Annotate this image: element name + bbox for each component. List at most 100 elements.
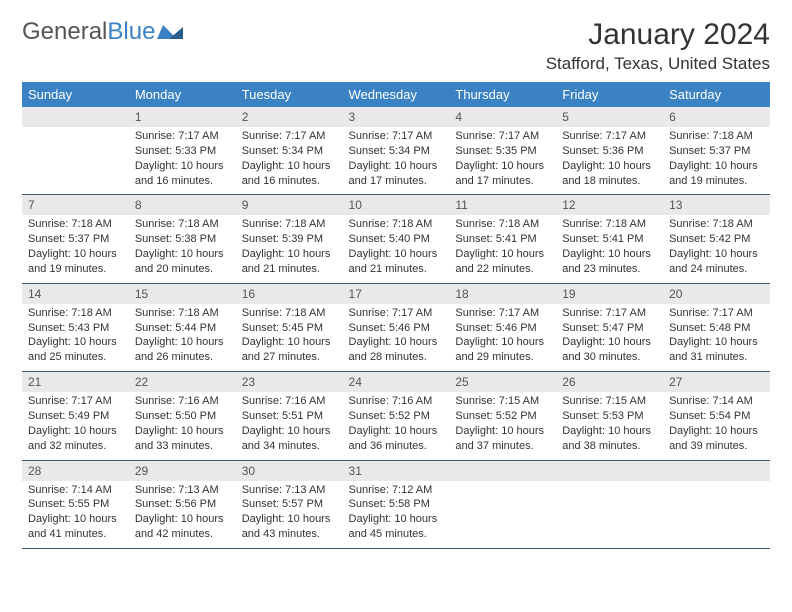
sunrise-line: Sunrise: 7:18 AM [28, 217, 123, 232]
day-number [556, 461, 663, 481]
day-details: Sunrise: 7:18 AMSunset: 5:44 PMDaylight:… [129, 304, 236, 371]
day-number: 20 [663, 284, 770, 304]
daylight-line: Daylight: 10 hours and 22 minutes. [455, 247, 550, 277]
day-number: 28 [22, 461, 129, 481]
sunset-line: Sunset: 5:53 PM [562, 409, 657, 424]
sunrise-line: Sunrise: 7:17 AM [28, 394, 123, 409]
sunrise-line: Sunrise: 7:16 AM [349, 394, 444, 409]
calendar-day-cell: 16Sunrise: 7:18 AMSunset: 5:45 PMDayligh… [236, 283, 343, 371]
title-block: January 2024 Stafford, Texas, United Sta… [546, 18, 770, 74]
day-details: Sunrise: 7:18 AMSunset: 5:37 PMDaylight:… [663, 127, 770, 194]
daylight-line: Daylight: 10 hours and 19 minutes. [669, 159, 764, 189]
day-number: 4 [449, 107, 556, 127]
daylight-line: Daylight: 10 hours and 45 minutes. [349, 512, 444, 542]
sunrise-line: Sunrise: 7:17 AM [455, 306, 550, 321]
location-subtitle: Stafford, Texas, United States [546, 54, 770, 74]
sunrise-line: Sunrise: 7:16 AM [135, 394, 230, 409]
calendar-day-cell: 19Sunrise: 7:17 AMSunset: 5:47 PMDayligh… [556, 283, 663, 371]
daylight-line: Daylight: 10 hours and 43 minutes. [242, 512, 337, 542]
day-details: Sunrise: 7:13 AMSunset: 5:56 PMDaylight:… [129, 481, 236, 548]
sunset-line: Sunset: 5:41 PM [562, 232, 657, 247]
day-details: Sunrise: 7:17 AMSunset: 5:49 PMDaylight:… [22, 392, 129, 459]
sunrise-line: Sunrise: 7:13 AM [135, 483, 230, 498]
calendar-day-cell: 22Sunrise: 7:16 AMSunset: 5:50 PMDayligh… [129, 372, 236, 460]
day-number: 1 [129, 107, 236, 127]
calendar-day-cell: 1Sunrise: 7:17 AMSunset: 5:33 PMDaylight… [129, 107, 236, 195]
sunset-line: Sunset: 5:35 PM [455, 144, 550, 159]
day-number: 25 [449, 372, 556, 392]
calendar-week-row: 1Sunrise: 7:17 AMSunset: 5:33 PMDaylight… [22, 107, 770, 195]
day-number [22, 107, 129, 127]
day-details: Sunrise: 7:14 AMSunset: 5:55 PMDaylight:… [22, 481, 129, 548]
day-number: 10 [343, 195, 450, 215]
brand-mark-icon [157, 18, 183, 46]
calendar-day-cell: 26Sunrise: 7:15 AMSunset: 5:53 PMDayligh… [556, 372, 663, 460]
calendar-week-row: 14Sunrise: 7:18 AMSunset: 5:43 PMDayligh… [22, 283, 770, 371]
sunrise-line: Sunrise: 7:16 AM [242, 394, 337, 409]
day-number: 21 [22, 372, 129, 392]
sunrise-line: Sunrise: 7:12 AM [349, 483, 444, 498]
daylight-line: Daylight: 10 hours and 16 minutes. [135, 159, 230, 189]
day-details: Sunrise: 7:18 AMSunset: 5:45 PMDaylight:… [236, 304, 343, 371]
day-details: Sunrise: 7:18 AMSunset: 5:40 PMDaylight:… [343, 215, 450, 282]
sunrise-line: Sunrise: 7:18 AM [455, 217, 550, 232]
day-details: Sunrise: 7:15 AMSunset: 5:52 PMDaylight:… [449, 392, 556, 459]
daylight-line: Daylight: 10 hours and 41 minutes. [28, 512, 123, 542]
calendar-day-cell: 7Sunrise: 7:18 AMSunset: 5:37 PMDaylight… [22, 195, 129, 283]
day-number: 22 [129, 372, 236, 392]
calendar-day-cell: 14Sunrise: 7:18 AMSunset: 5:43 PMDayligh… [22, 283, 129, 371]
sunset-line: Sunset: 5:33 PM [135, 144, 230, 159]
sunrise-line: Sunrise: 7:18 AM [28, 306, 123, 321]
day-number: 17 [343, 284, 450, 304]
weekday-header: Wednesday [343, 82, 450, 107]
day-number: 27 [663, 372, 770, 392]
day-number: 18 [449, 284, 556, 304]
day-number: 23 [236, 372, 343, 392]
sunset-line: Sunset: 5:41 PM [455, 232, 550, 247]
day-number: 15 [129, 284, 236, 304]
calendar-empty-cell [556, 460, 663, 548]
calendar-day-cell: 17Sunrise: 7:17 AMSunset: 5:46 PMDayligh… [343, 283, 450, 371]
day-details: Sunrise: 7:18 AMSunset: 5:41 PMDaylight:… [449, 215, 556, 282]
sunset-line: Sunset: 5:42 PM [669, 232, 764, 247]
day-number: 2 [236, 107, 343, 127]
day-details: Sunrise: 7:18 AMSunset: 5:41 PMDaylight:… [556, 215, 663, 282]
day-details [22, 127, 129, 189]
day-details [663, 481, 770, 543]
day-details: Sunrise: 7:17 AMSunset: 5:35 PMDaylight:… [449, 127, 556, 194]
calendar-table: SundayMondayTuesdayWednesdayThursdayFrid… [22, 82, 770, 549]
daylight-line: Daylight: 10 hours and 23 minutes. [562, 247, 657, 277]
day-number: 7 [22, 195, 129, 215]
page-header: GeneralBlue January 2024 Stafford, Texas… [22, 18, 770, 74]
day-details: Sunrise: 7:17 AMSunset: 5:46 PMDaylight:… [449, 304, 556, 371]
sunset-line: Sunset: 5:56 PM [135, 497, 230, 512]
sunset-line: Sunset: 5:55 PM [28, 497, 123, 512]
day-details: Sunrise: 7:17 AMSunset: 5:36 PMDaylight:… [556, 127, 663, 194]
day-details: Sunrise: 7:16 AMSunset: 5:52 PMDaylight:… [343, 392, 450, 459]
day-number: 9 [236, 195, 343, 215]
day-details: Sunrise: 7:18 AMSunset: 5:42 PMDaylight:… [663, 215, 770, 282]
weekday-header: Friday [556, 82, 663, 107]
sunrise-line: Sunrise: 7:14 AM [28, 483, 123, 498]
calendar-week-row: 7Sunrise: 7:18 AMSunset: 5:37 PMDaylight… [22, 195, 770, 283]
sunrise-line: Sunrise: 7:18 AM [135, 217, 230, 232]
calendar-empty-cell [22, 107, 129, 195]
sunset-line: Sunset: 5:44 PM [135, 321, 230, 336]
day-number: 6 [663, 107, 770, 127]
calendar-day-cell: 24Sunrise: 7:16 AMSunset: 5:52 PMDayligh… [343, 372, 450, 460]
daylight-line: Daylight: 10 hours and 25 minutes. [28, 335, 123, 365]
day-details: Sunrise: 7:17 AMSunset: 5:34 PMDaylight:… [343, 127, 450, 194]
sunset-line: Sunset: 5:36 PM [562, 144, 657, 159]
daylight-line: Daylight: 10 hours and 16 minutes. [242, 159, 337, 189]
sunset-line: Sunset: 5:46 PM [349, 321, 444, 336]
sunrise-line: Sunrise: 7:17 AM [349, 129, 444, 144]
sunrise-line: Sunrise: 7:15 AM [455, 394, 550, 409]
sunrise-line: Sunrise: 7:18 AM [669, 129, 764, 144]
calendar-day-cell: 11Sunrise: 7:18 AMSunset: 5:41 PMDayligh… [449, 195, 556, 283]
weekday-header-row: SundayMondayTuesdayWednesdayThursdayFrid… [22, 82, 770, 107]
day-number [663, 461, 770, 481]
day-number: 8 [129, 195, 236, 215]
day-details [556, 481, 663, 543]
sunset-line: Sunset: 5:51 PM [242, 409, 337, 424]
daylight-line: Daylight: 10 hours and 42 minutes. [135, 512, 230, 542]
